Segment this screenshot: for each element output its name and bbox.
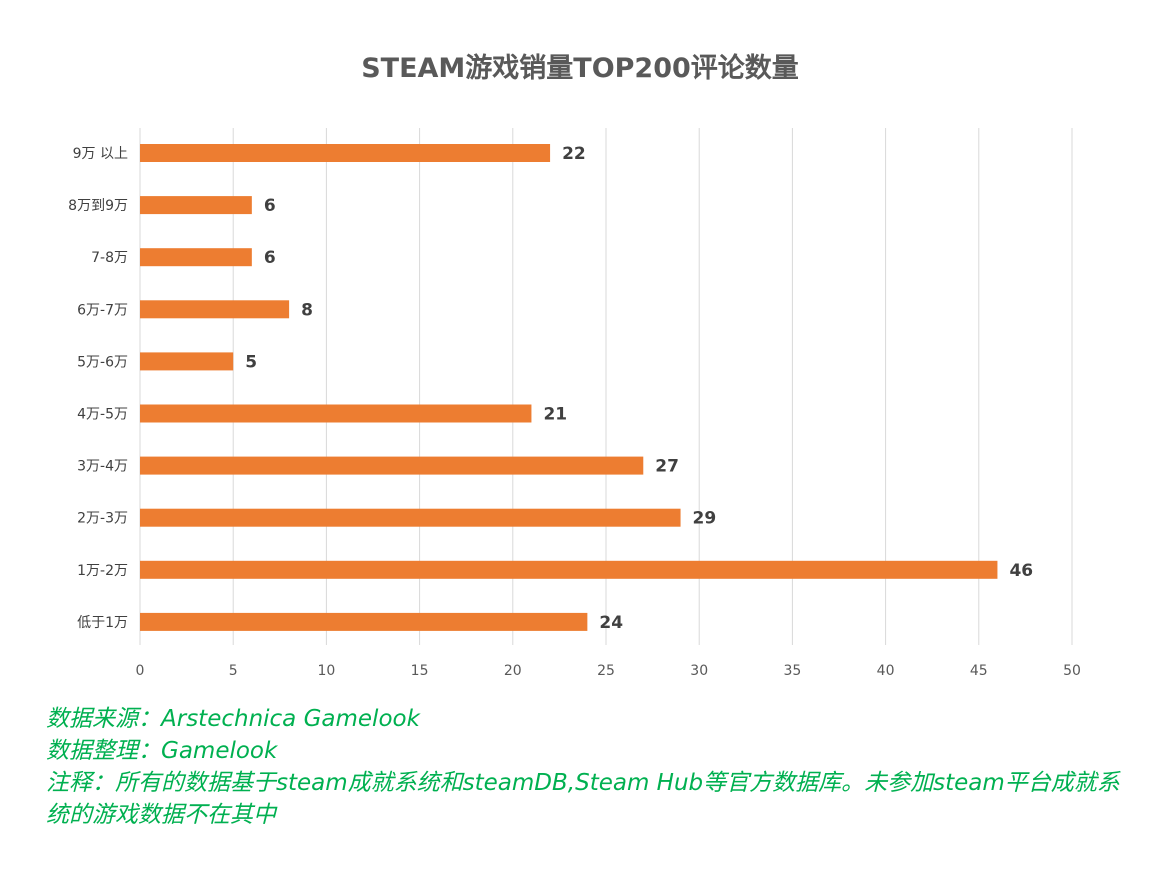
data-label: 22 [562,144,586,164]
x-tick-label: 15 [411,663,429,679]
x-tick-label: 35 [783,663,801,679]
category-label: 9万 以上 [73,146,128,162]
gridlines [139,128,1073,645]
data-label: 21 [543,405,567,425]
category-labels: 9万 以上 8万到9万 7-8万 6万-7万 5万-6万 4万-5万 3万-4万 2万-3万 1… [68,146,128,631]
data-label: 6 [264,248,276,268]
category-label: 4万-5万 [77,407,128,423]
category-label: 2万-3万 [77,511,128,527]
data-label: 46 [1009,561,1033,581]
bars [140,144,998,631]
bar [140,300,290,319]
x-tick-label: 20 [504,663,522,679]
bar [140,456,644,475]
x-tick-label: 40 [877,663,895,679]
data-label: 24 [599,613,623,633]
data-label: 5 [245,352,257,372]
bar [140,144,551,162]
category-label: 1万-2万 [77,563,128,579]
bar [140,196,252,215]
data-label: 27 [655,457,679,477]
bar [140,612,588,631]
data-labels: 22 6 6 8 5 21 27 29 46 24 [245,144,1033,633]
x-tick-label: 30 [690,663,708,679]
data-label: 8 [301,300,313,320]
x-tick-labels: 0 5 10 15 20 25 30 35 40 45 50 [136,663,1081,679]
x-tick-label: 45 [970,663,988,679]
x-tick-label: 10 [317,663,335,679]
x-tick-label: 50 [1063,663,1081,679]
bar [140,508,681,527]
chart-title: STEAM游戏销量TOP200评论数量 [361,53,799,84]
x-tick-label: 5 [229,663,238,679]
bar [140,560,998,579]
organized-note: 数据整理：Gamelook [46,738,278,764]
category-label: 8万到9万 [68,198,128,214]
x-tick-label: 25 [597,663,615,679]
bar-chart: 22 6 6 8 5 21 27 29 46 24 9万 以上 8万到9万 7-8万 6万-7万 5万-6… [68,128,1081,679]
data-label: 29 [693,509,717,529]
category-label: 7-8万 [91,250,128,266]
category-label: 5万-6万 [77,354,128,370]
category-label: 6万-7万 [77,302,128,318]
category-label: 3万-4万 [77,459,128,475]
x-tick-label: 0 [136,663,145,679]
category-label: 低于1万 [77,615,128,631]
bar [140,352,234,371]
notes: 数据来源：Arstechnica Gamelook 数据整理：Gamelook … [46,703,1136,831]
bar [140,404,532,423]
data-label: 6 [264,196,276,216]
source-note: 数据来源：Arstechnica Gamelook [46,706,420,732]
bar [140,248,252,267]
remark-note: 注释：所有的数据基于steam成就系统和steamDB,Steam Hub等官方… [46,770,1120,828]
